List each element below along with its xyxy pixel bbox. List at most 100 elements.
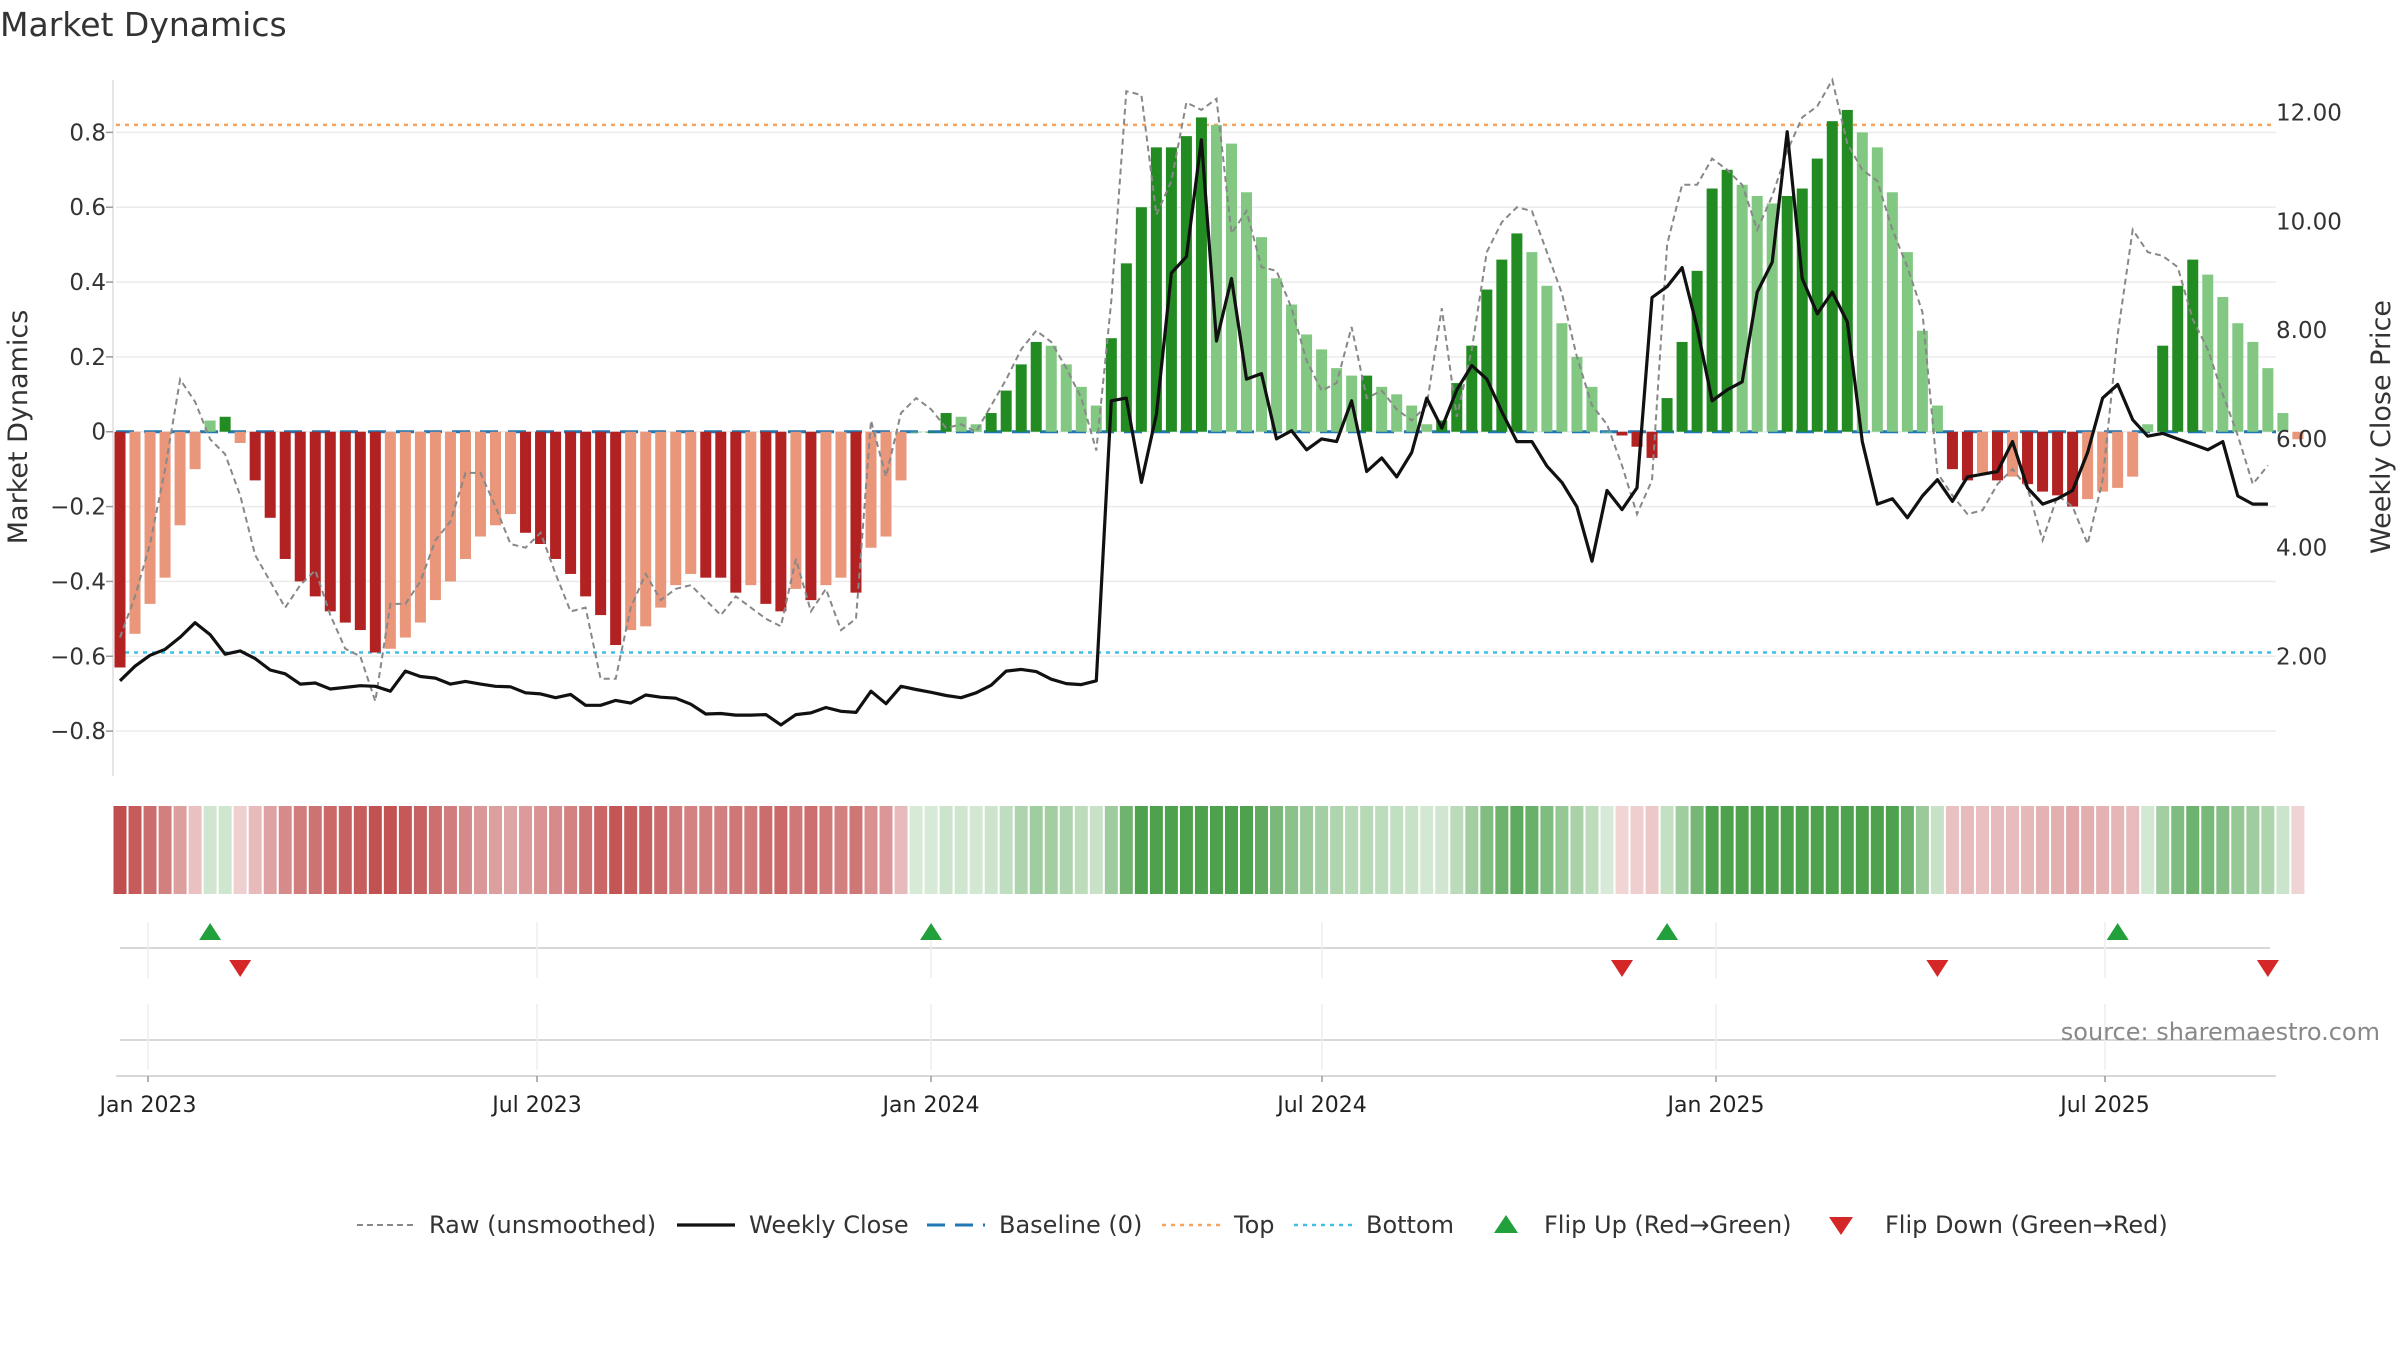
market-dynamics-bar — [835, 431, 847, 578]
market-dynamics-bar — [114, 431, 126, 668]
market-dynamics-bar — [174, 431, 186, 526]
market-dynamics-bar — [1511, 233, 1523, 432]
heat-strip-cell — [2216, 806, 2230, 894]
market-dynamics-bar — [1841, 109, 1853, 432]
y-tick-label: 0.2 — [69, 345, 106, 371]
heat-strip-cell — [1735, 806, 1749, 894]
chart-title: Market Dynamics — [0, 5, 287, 44]
heat-strip-cell — [2126, 806, 2140, 894]
y2-tick-label: 4.00 — [2276, 536, 2327, 562]
market-dynamics-bar — [1796, 188, 1808, 432]
heat-strip-cell — [1810, 806, 1824, 894]
heat-strip-cell — [1164, 806, 1178, 894]
market-dynamics-bar — [1271, 278, 1283, 432]
raw-unsmoothed-line — [119, 77, 2269, 702]
market-dynamics-bar — [1811, 158, 1823, 432]
market-dynamics-bar — [1676, 341, 1688, 432]
market-dynamics-bar — [459, 431, 471, 559]
market-dynamics-bar — [640, 431, 652, 627]
y-tick-label: 0.6 — [69, 195, 106, 221]
heat-strip-cell — [2186, 806, 2200, 894]
legend-label: Flip Up (Red→Green) — [1544, 1211, 1792, 1239]
heat-strip-cell — [128, 806, 142, 894]
heat-strip-cell — [999, 806, 1013, 894]
market-dynamics-bar — [2007, 431, 2019, 477]
heat-strip-cell — [2036, 806, 2050, 894]
market-dynamics-bar — [1481, 289, 1493, 432]
heat-strip-cell — [1420, 806, 1434, 894]
heat-strip-cell — [1300, 806, 1314, 894]
heat-strip-cell — [308, 806, 322, 894]
heat-strip-cell — [1991, 806, 2004, 894]
market-dynamics-bar — [1736, 184, 1748, 432]
heat-strip-cell — [924, 806, 938, 894]
heat-strip-cell — [413, 806, 427, 894]
market-dynamics-bar — [1616, 431, 1628, 436]
market-dynamics-bar — [1691, 270, 1703, 432]
market-dynamics-bar — [505, 431, 517, 515]
raw-series — [119, 77, 2269, 702]
weekly-close-series — [118, 130, 2268, 727]
market-dynamics-bar — [925, 431, 937, 433]
heat-strip-cell — [2201, 806, 2215, 894]
heat-strip-cell — [1194, 806, 1208, 894]
market-dynamics-bar — [429, 431, 441, 601]
heat-strip-cell — [1675, 806, 1689, 894]
market-dynamics-bar — [2202, 274, 2214, 432]
market-dynamics-bar — [324, 431, 336, 612]
heat-strip-cell — [278, 806, 292, 894]
market-dynamics-bar — [1376, 386, 1388, 432]
heat-strip-cell — [1014, 806, 1028, 894]
heat-strip-cell — [684, 806, 698, 894]
market-dynamics-bar — [1165, 147, 1177, 432]
heat-strip-cell — [2111, 806, 2125, 894]
market-dynamics-bar — [580, 431, 592, 597]
market-dynamics-bar — [2097, 431, 2109, 492]
legend-label: Baseline (0) — [999, 1211, 1142, 1239]
market-dynamics-bar — [1256, 237, 1268, 432]
market-dynamics-bar — [1706, 188, 1718, 432]
legend-label: Bottom — [1366, 1211, 1454, 1239]
y-axis-ticks: 0.8 0.6 0.4 0.2 0 −0.2 −0.4 −0.6 −0.8 — [50, 120, 113, 745]
heat-strip-cell — [1645, 806, 1659, 894]
market-dynamics-bar — [2217, 297, 2229, 432]
x-tick-label: Jul 2024 — [1275, 1093, 1367, 1118]
y2-axis-label: Weekly Close Price — [2366, 300, 2397, 554]
heat-strip-cell — [549, 806, 563, 894]
heat-strip-cell — [1149, 806, 1163, 894]
market-dynamics-bar — [2262, 368, 2274, 432]
heat-strip-cell — [173, 806, 187, 894]
heat-strip-cell — [2156, 806, 2170, 894]
market-dynamics-bar — [595, 431, 607, 616]
market-dynamics-bar — [1976, 431, 1988, 473]
heat-strip-cell — [1540, 806, 1554, 894]
flip-down-marker — [229, 960, 252, 977]
market-dynamics-bar — [610, 431, 622, 646]
heat-strip-cell — [203, 806, 217, 894]
market-dynamics-bar — [1931, 405, 1943, 432]
heat-strip-cell — [1450, 806, 1464, 894]
heat-strip-cell — [143, 806, 157, 894]
heat-strip-cell — [1089, 806, 1103, 894]
heat-strip-cell — [1480, 806, 1494, 894]
heat-strip-cell — [1360, 806, 1374, 894]
heat-strip-cell — [819, 806, 833, 894]
market-dynamics-bar — [2127, 431, 2139, 477]
heat-strip-cell — [1330, 806, 1344, 894]
heat-strip-cell — [489, 806, 502, 894]
market-dynamics-bar — [2172, 285, 2184, 432]
market-dynamics-bar — [1451, 383, 1463, 432]
heat-strip-cell — [1224, 806, 1238, 894]
heat-strip-cell — [1495, 806, 1509, 894]
heat-strip-cell — [1585, 806, 1599, 894]
flip-up-marker — [920, 923, 943, 940]
market-dynamics-bar — [985, 413, 997, 432]
market-dynamics-bar — [1391, 394, 1403, 432]
heat-strip-cell — [368, 806, 382, 894]
heat-strip-cell — [2261, 806, 2275, 894]
heat-strip-cell — [1270, 806, 1284, 894]
heat-strip-cell — [594, 806, 608, 894]
heat-strip-cell — [233, 806, 247, 894]
market-dynamics-bar — [1946, 431, 1958, 470]
heat-strip-cell — [774, 806, 788, 894]
